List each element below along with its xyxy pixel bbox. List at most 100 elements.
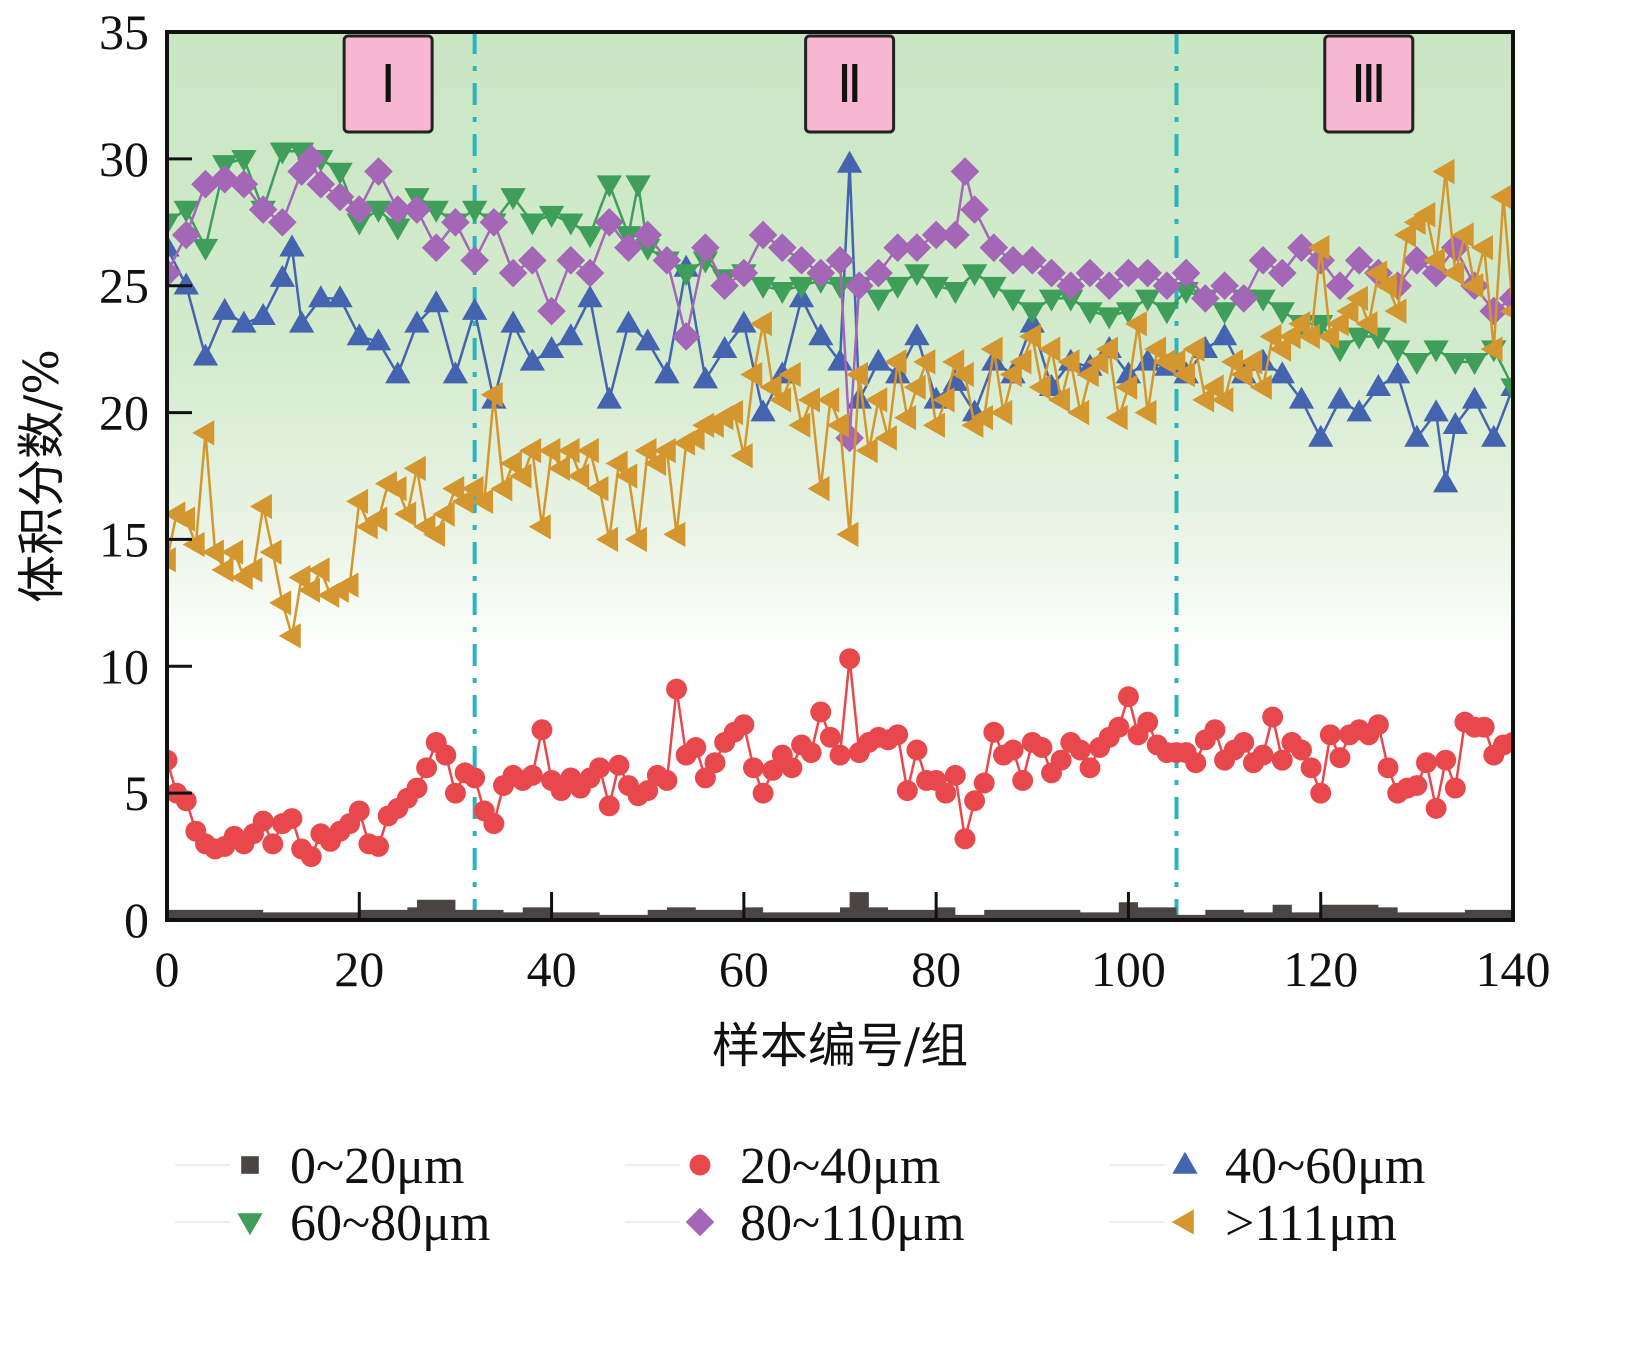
- data-point: [1154, 302, 1180, 325]
- data-point: [348, 800, 370, 822]
- data-point: [644, 450, 667, 476]
- data-point: [1278, 323, 1301, 350]
- data-point: [1211, 323, 1238, 346]
- legend-label: 0~20μm: [290, 1138, 464, 1195]
- data-point: [1413, 202, 1436, 228]
- data-point: [182, 531, 205, 558]
- data-point: [635, 328, 661, 351]
- data-point: [844, 271, 874, 301]
- data-point: [307, 557, 330, 583]
- legend-label: 80~110μm: [740, 1195, 965, 1252]
- data-point: [625, 175, 651, 198]
- data-point: [885, 361, 911, 384]
- data-point: [365, 506, 388, 532]
- data-point: [480, 382, 503, 408]
- data-point: [442, 361, 469, 384]
- data-point: [444, 782, 466, 804]
- data-point: [1423, 399, 1449, 422]
- data-point: [1137, 711, 1159, 733]
- data-point: [406, 777, 428, 799]
- data-point: [1019, 302, 1045, 325]
- legend-item: 0~20μm: [175, 1138, 464, 1195]
- axes: 0 20 40 60 80 100 120 140 0 5 10 15 20 25 30 35: [99, 4, 1551, 997]
- data-point: [248, 195, 278, 224]
- data-point: [1211, 387, 1234, 413]
- data-point: [855, 437, 878, 464]
- legend-item: 20~40μm: [625, 1138, 940, 1195]
- data-point: [1182, 336, 1205, 362]
- data-point: [894, 404, 917, 431]
- data-point: [167, 234, 180, 257]
- data-point: [575, 258, 605, 288]
- y-tick-label: 5: [124, 765, 149, 821]
- data-point: [1288, 311, 1311, 337]
- data-point: [1498, 284, 1513, 313]
- legend-label: 40~60μm: [1225, 1138, 1425, 1195]
- data-point: [483, 813, 505, 835]
- data-point: [836, 150, 863, 173]
- data-point: [1404, 353, 1430, 376]
- data-point: [173, 506, 196, 532]
- x-tick-label: 40: [527, 941, 577, 997]
- data-point: [1461, 273, 1484, 299]
- series-80-110-m: [167, 144, 1513, 453]
- data-point: [614, 233, 643, 262]
- data-point: [1115, 302, 1142, 325]
- data-point: [836, 521, 859, 548]
- data-point: [740, 361, 763, 388]
- data-point: [479, 207, 509, 237]
- region-dividers: [472, 32, 1179, 920]
- data-point: [1442, 412, 1468, 435]
- data-point: [998, 246, 1028, 275]
- data-point: [384, 476, 407, 502]
- data-point: [1248, 246, 1278, 275]
- data-point: [1325, 271, 1355, 301]
- data-point: [518, 246, 547, 275]
- data-point: [589, 757, 611, 779]
- data-point: [608, 754, 630, 776]
- data-point: [1425, 797, 1447, 819]
- data-point: [1069, 739, 1091, 761]
- data-point: [788, 276, 815, 299]
- data-point: [1291, 739, 1312, 761]
- data-point: [1096, 307, 1122, 330]
- data-point: [673, 264, 699, 287]
- data-point: [558, 323, 584, 346]
- data-point: [1163, 349, 1186, 375]
- data-point: [300, 846, 322, 868]
- data-point: [262, 833, 284, 855]
- data-point: [531, 719, 553, 741]
- data-point: [346, 213, 372, 236]
- data-point: [279, 234, 305, 257]
- data-point: [1308, 314, 1334, 337]
- data-point: [1250, 289, 1276, 312]
- data-point: [269, 142, 296, 165]
- data-point: [1480, 336, 1503, 362]
- data-point: [1057, 349, 1080, 375]
- series--111-m: [167, 158, 1513, 649]
- data-point: [240, 557, 263, 583]
- data-point: [1094, 271, 1124, 301]
- data-point: [567, 463, 590, 489]
- data-point: [451, 488, 474, 515]
- data-point: [201, 539, 224, 565]
- data-point: [759, 374, 782, 400]
- data-point: [932, 387, 955, 413]
- data-point: [423, 290, 449, 313]
- data-point: [442, 476, 465, 502]
- data-point: [1077, 302, 1103, 325]
- data-point: [1230, 361, 1253, 388]
- data-point: [528, 514, 551, 540]
- series-0-20-m: [167, 892, 1513, 920]
- data-point: [519, 213, 545, 236]
- data-point: [557, 437, 580, 464]
- data-point: [827, 276, 853, 299]
- data-point: [288, 564, 311, 591]
- data-point: [1317, 323, 1340, 350]
- data-point: [435, 744, 457, 766]
- data-point: [941, 220, 970, 250]
- data-point: [689, 1154, 711, 1176]
- data-point: [810, 701, 832, 723]
- x-axis-title: 样本编号/组: [712, 1018, 968, 1074]
- data-point: [1271, 749, 1293, 771]
